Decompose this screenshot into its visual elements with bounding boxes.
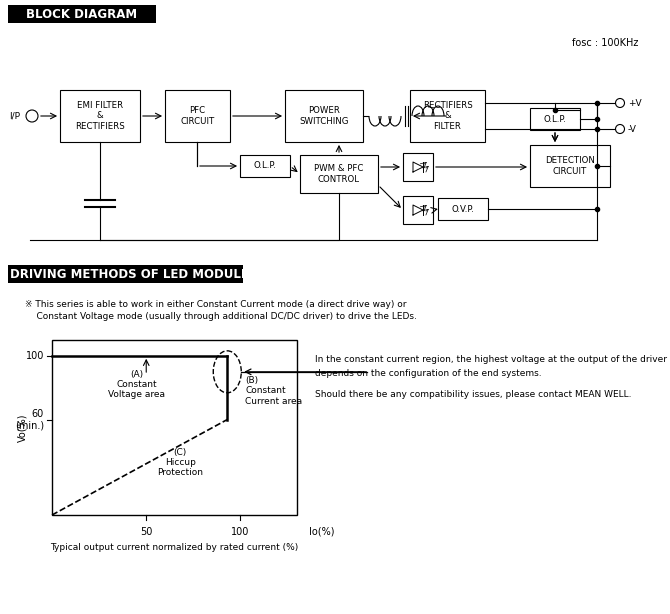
Text: 60
(min.): 60 (min.)	[15, 409, 44, 430]
Text: O.L.P.: O.L.P.	[543, 114, 566, 123]
Text: fosc : 100KHz: fosc : 100KHz	[572, 38, 638, 48]
Bar	[8, 265, 243, 283]
Text: (B)
Constant
Current area: (B) Constant Current area	[245, 376, 303, 406]
Text: 100: 100	[231, 527, 250, 537]
Text: (C)
Hiccup
Protection: (C) Hiccup Protection	[157, 448, 203, 478]
Text: Vo(%): Vo(%)	[17, 413, 27, 441]
Bar	[8, 5, 156, 23]
Bar	[165, 90, 230, 142]
Text: +V: +V	[628, 98, 642, 107]
Bar	[285, 90, 363, 142]
Text: O.V.P.: O.V.P.	[452, 204, 474, 214]
Bar	[438, 198, 488, 220]
Text: ※ This series is able to work in either Constant Current mode (a direct drive wa: ※ This series is able to work in either …	[25, 300, 407, 309]
Text: In the constant current region, the highest voltage at the output of the driver: In the constant current region, the high…	[315, 355, 667, 364]
Bar	[530, 145, 610, 187]
Text: (A)
Constant
Voltage area: (A) Constant Voltage area	[109, 370, 165, 400]
Text: 50: 50	[140, 527, 152, 537]
Text: I/P: I/P	[9, 112, 20, 120]
Text: Typical output current normalized by rated current (%): Typical output current normalized by rat…	[50, 543, 299, 552]
Text: DRIVING METHODS OF LED MODULE: DRIVING METHODS OF LED MODULE	[10, 268, 249, 281]
Text: POWER
SWITCHING: POWER SWITCHING	[299, 106, 349, 126]
Bar	[403, 153, 433, 181]
Text: DETECTION
CIRCUIT: DETECTION CIRCUIT	[545, 157, 595, 176]
Text: BLOCK DIAGRAM: BLOCK DIAGRAM	[26, 7, 137, 20]
Bar	[60, 90, 140, 142]
Text: PFC
CIRCUIT: PFC CIRCUIT	[180, 106, 214, 126]
Text: Should there be any compatibility issues, please contact MEAN WELL.: Should there be any compatibility issues…	[315, 390, 632, 399]
Text: depends on the configuration of the end systems.: depends on the configuration of the end …	[315, 369, 541, 378]
Text: PWM & PFC
CONTROL: PWM & PFC CONTROL	[314, 165, 364, 184]
Text: RECTIFIERS
&
FILTER: RECTIFIERS & FILTER	[423, 101, 472, 131]
Bar	[240, 155, 290, 177]
Text: Io(%): Io(%)	[309, 527, 334, 537]
Bar	[403, 196, 433, 224]
Bar	[530, 108, 580, 130]
Bar	[52, 340, 297, 515]
Text: 100: 100	[25, 351, 44, 361]
Text: O.L.P.: O.L.P.	[254, 161, 276, 171]
Text: Constant Voltage mode (usually through additional DC/DC driver) to drive the LED: Constant Voltage mode (usually through a…	[25, 312, 417, 321]
Text: -V: -V	[628, 125, 637, 133]
Bar	[410, 90, 485, 142]
Text: EMI FILTER
&
RECTIFIERS: EMI FILTER & RECTIFIERS	[75, 101, 125, 131]
Bar	[300, 155, 378, 193]
